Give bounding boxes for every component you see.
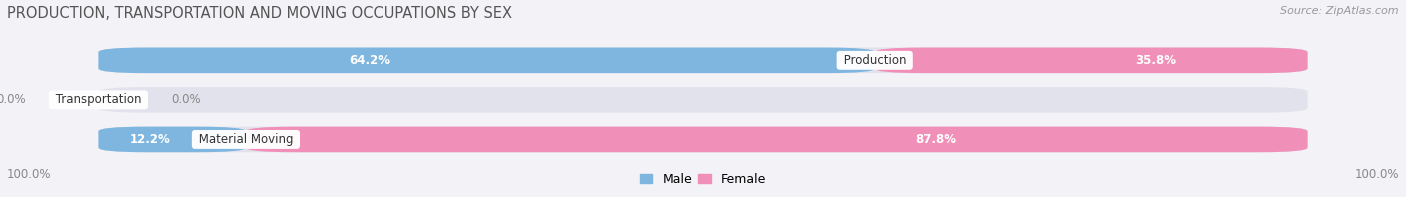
Text: 100.0%: 100.0% [1354, 168, 1399, 181]
Text: 12.2%: 12.2% [129, 133, 170, 146]
FancyBboxPatch shape [98, 127, 1308, 152]
Text: 100.0%: 100.0% [7, 168, 52, 181]
Text: Material Moving: Material Moving [195, 133, 297, 146]
FancyBboxPatch shape [98, 87, 1308, 113]
Text: Transportation: Transportation [52, 93, 145, 106]
FancyBboxPatch shape [246, 127, 1308, 152]
Text: Source: ZipAtlas.com: Source: ZipAtlas.com [1281, 6, 1399, 16]
FancyBboxPatch shape [98, 47, 1308, 73]
Text: 87.8%: 87.8% [915, 133, 956, 146]
FancyBboxPatch shape [98, 47, 875, 73]
Text: 64.2%: 64.2% [350, 54, 391, 67]
Text: 35.8%: 35.8% [1136, 54, 1177, 67]
Text: Production: Production [839, 54, 910, 67]
FancyBboxPatch shape [875, 47, 1308, 73]
Legend: Male, Female: Male, Female [636, 168, 770, 191]
Text: 0.0%: 0.0% [0, 93, 25, 106]
FancyBboxPatch shape [98, 127, 246, 152]
Text: 0.0%: 0.0% [172, 93, 201, 106]
Text: PRODUCTION, TRANSPORTATION AND MOVING OCCUPATIONS BY SEX: PRODUCTION, TRANSPORTATION AND MOVING OC… [7, 6, 512, 21]
